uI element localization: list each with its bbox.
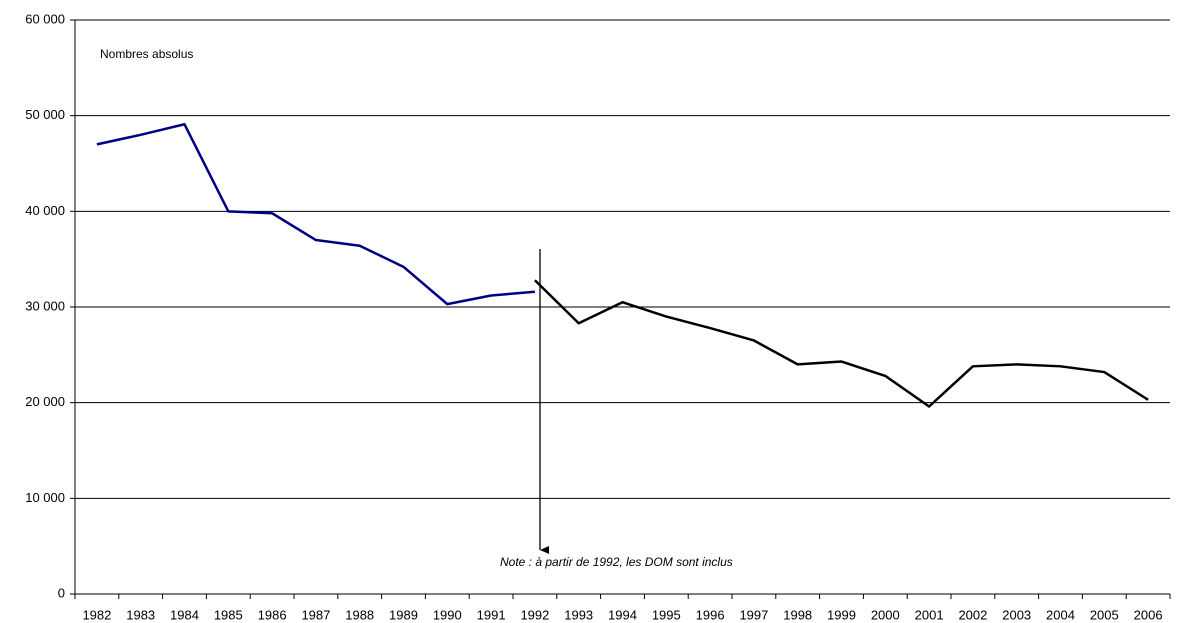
x-tick-label: 2005 [1090, 607, 1119, 622]
x-tick-label: 2006 [1134, 607, 1163, 622]
x-tick-label: 1989 [389, 607, 418, 622]
x-tick-label: 1995 [652, 607, 681, 622]
x-tick-label: 1985 [214, 607, 243, 622]
x-tick-label: 1994 [608, 607, 637, 622]
y-tick-label: 30 000 [25, 298, 65, 313]
x-tick-label: 1983 [126, 607, 155, 622]
x-tick-label: 2001 [915, 607, 944, 622]
x-tick-label: 1993 [564, 607, 593, 622]
line-series [534, 279, 1149, 408]
y-tick-label: 10 000 [25, 490, 65, 505]
annotation: Nombres absolus [100, 47, 193, 61]
x-tick-label: 1999 [827, 607, 856, 622]
x-tick-label: 2000 [871, 607, 900, 622]
y-tick-label: 20 000 [25, 394, 65, 409]
x-tick-label: 1982 [82, 607, 111, 622]
y-tick-label: 40 000 [25, 203, 65, 218]
y-tick-label: 60 000 [25, 11, 65, 26]
x-tick-label: 2003 [1002, 607, 1031, 622]
y-tick-label: 0 [58, 585, 65, 600]
x-tick-label: 1987 [301, 607, 330, 622]
x-tick-label: 1988 [345, 607, 374, 622]
x-tick-label: 1986 [258, 607, 287, 622]
y-tick-label: 50 000 [25, 107, 65, 122]
note: Note : à partir de 1992, les DOM sont in… [500, 555, 733, 569]
x-tick-label: 1990 [433, 607, 462, 622]
x-tick-label: 2002 [958, 607, 987, 622]
x-tick-label: 1996 [696, 607, 725, 622]
x-tick-label: 1991 [477, 607, 506, 622]
line-series [96, 123, 536, 306]
x-tick-label: 1998 [783, 607, 812, 622]
x-tick-label: 1984 [170, 607, 199, 622]
x-tick-label: 1992 [520, 607, 549, 622]
x-tick-label: 2004 [1046, 607, 1075, 622]
x-tick-label: 1997 [739, 607, 768, 622]
